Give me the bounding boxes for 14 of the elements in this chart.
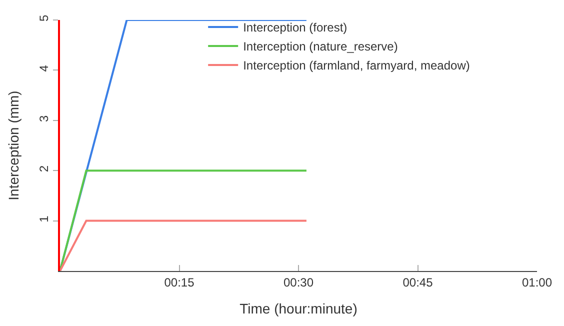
legend-label: Interception (nature_reserve): [243, 40, 398, 54]
legend-label: Interception (farmland, farmyard, meadow): [243, 58, 470, 73]
y-tick-label: 4: [37, 64, 52, 72]
y-axis-title: Interception (mm): [5, 90, 22, 200]
x-tick-label: 00:45: [402, 275, 434, 290]
x-tick-label: 01:00: [522, 275, 552, 290]
x-axis-title: Time (hour:minute): [240, 300, 358, 317]
y-tick-label: 3: [37, 114, 52, 122]
legend-label: Interception (forest): [243, 20, 348, 35]
y-tick-label: 1: [37, 215, 52, 222]
y-tick-label: 2: [37, 165, 52, 172]
x-tick-label: 00:30: [283, 275, 314, 290]
x-tick-label: 00:15: [164, 275, 195, 290]
y-tick-label: 5: [37, 14, 52, 22]
